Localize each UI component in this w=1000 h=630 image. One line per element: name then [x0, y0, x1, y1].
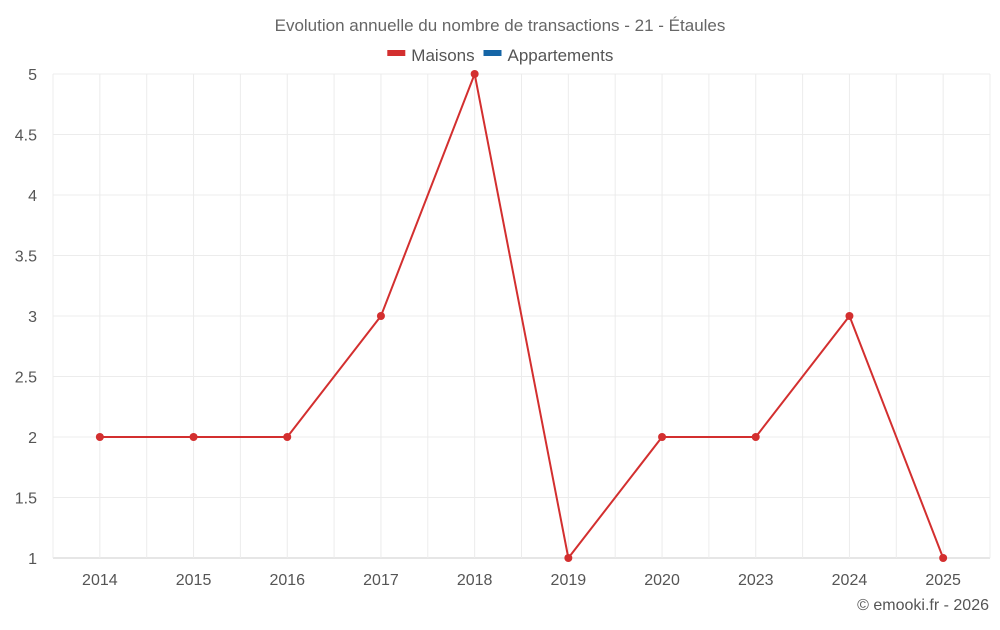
- y-tick-label: 4.5: [15, 128, 37, 145]
- y-tick-label: 2.5: [15, 370, 37, 387]
- data-point-2014[interactable]: [95, 433, 104, 441]
- data-point-2016[interactable]: [283, 433, 292, 441]
- data-point-2020[interactable]: [658, 433, 667, 441]
- x-tick-label: 2015: [176, 572, 212, 589]
- x-tick-label: 2018: [457, 572, 493, 589]
- credit-text: © emooki.fr - 2026: [857, 597, 989, 614]
- x-tick-label: 2020: [644, 572, 680, 589]
- legend-swatch: [387, 50, 406, 56]
- legend-swatch: [483, 50, 502, 56]
- legend-item-maisons[interactable]: Maisons: [387, 46, 475, 65]
- series-line: [99, 73, 945, 559]
- x-tick-label: 2023: [738, 572, 774, 589]
- y-tick-label: 4: [28, 188, 37, 205]
- y-tick-label: 2: [28, 430, 37, 447]
- grid: [52, 73, 991, 559]
- data-point-2017[interactable]: [376, 312, 385, 320]
- legend-label: Maisons: [411, 46, 474, 65]
- x-tick-label: 2025: [925, 572, 961, 589]
- data-point-2024[interactable]: [845, 312, 854, 320]
- data-point-2015[interactable]: [189, 433, 198, 441]
- data-point-2023[interactable]: [751, 433, 760, 441]
- y-tick-label: 3: [28, 309, 37, 326]
- y-tick-label: 1: [28, 551, 37, 568]
- x-tick-label: 2017: [363, 572, 399, 589]
- data-point-2018[interactable]: [470, 70, 479, 78]
- y-tick-label: 1.5: [15, 491, 37, 508]
- y-tick-label: 3.5: [15, 249, 37, 266]
- legend-item-appartements[interactable]: Appartements: [483, 46, 614, 65]
- chart-title: Evolution annuelle du nombre de transact…: [275, 16, 726, 35]
- series-maisons: [95, 70, 948, 562]
- series-layer: [95, 70, 948, 562]
- y-axis-ticks: 1 1.5 2 2.5 3 3.5 4 4.5 5: [15, 67, 37, 568]
- y-tick-label: 5: [28, 67, 37, 84]
- x-tick-label: 2014: [82, 572, 118, 589]
- x-tick-label: 2016: [269, 572, 305, 589]
- x-axis-ticks: 2014 2015 2016 2017 2018 2019 2020 2023 2024 2025: [82, 572, 961, 589]
- x-tick-label: 2019: [551, 572, 587, 589]
- legend: Maisons Appartements: [387, 46, 613, 65]
- data-point-2019[interactable]: [564, 554, 573, 562]
- data-point-2025[interactable]: [939, 554, 948, 562]
- x-tick-label: 2024: [832, 572, 868, 589]
- legend-label: Appartements: [508, 46, 614, 65]
